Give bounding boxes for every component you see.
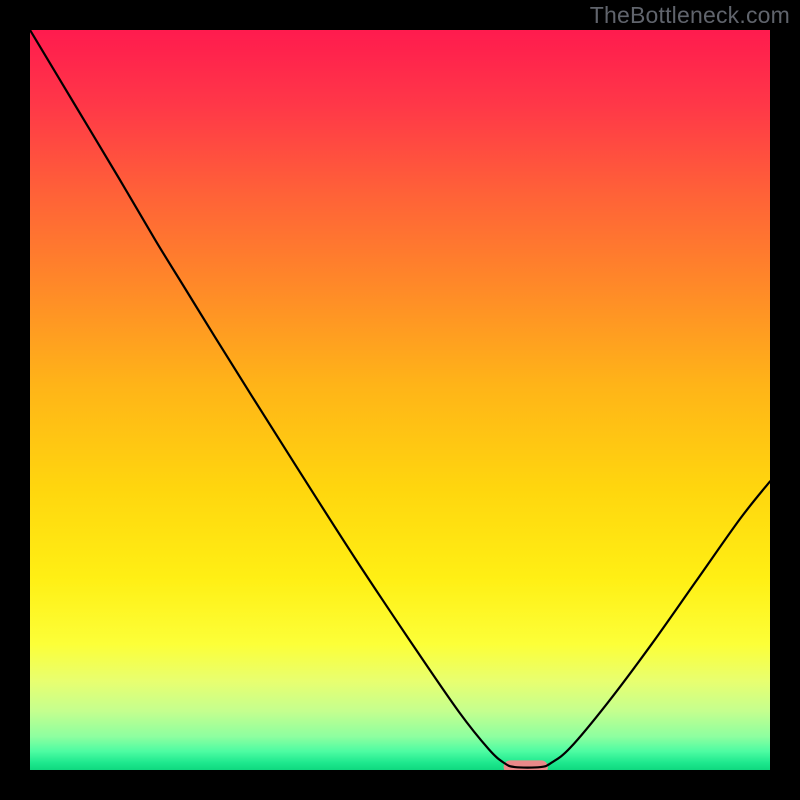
- chart-stage: TheBottleneck.com: [0, 0, 800, 800]
- watermark-text: TheBottleneck.com: [590, 2, 790, 29]
- plot-area: [30, 30, 770, 770]
- plot-svg: [30, 30, 770, 770]
- bottleneck-curve: [30, 30, 770, 768]
